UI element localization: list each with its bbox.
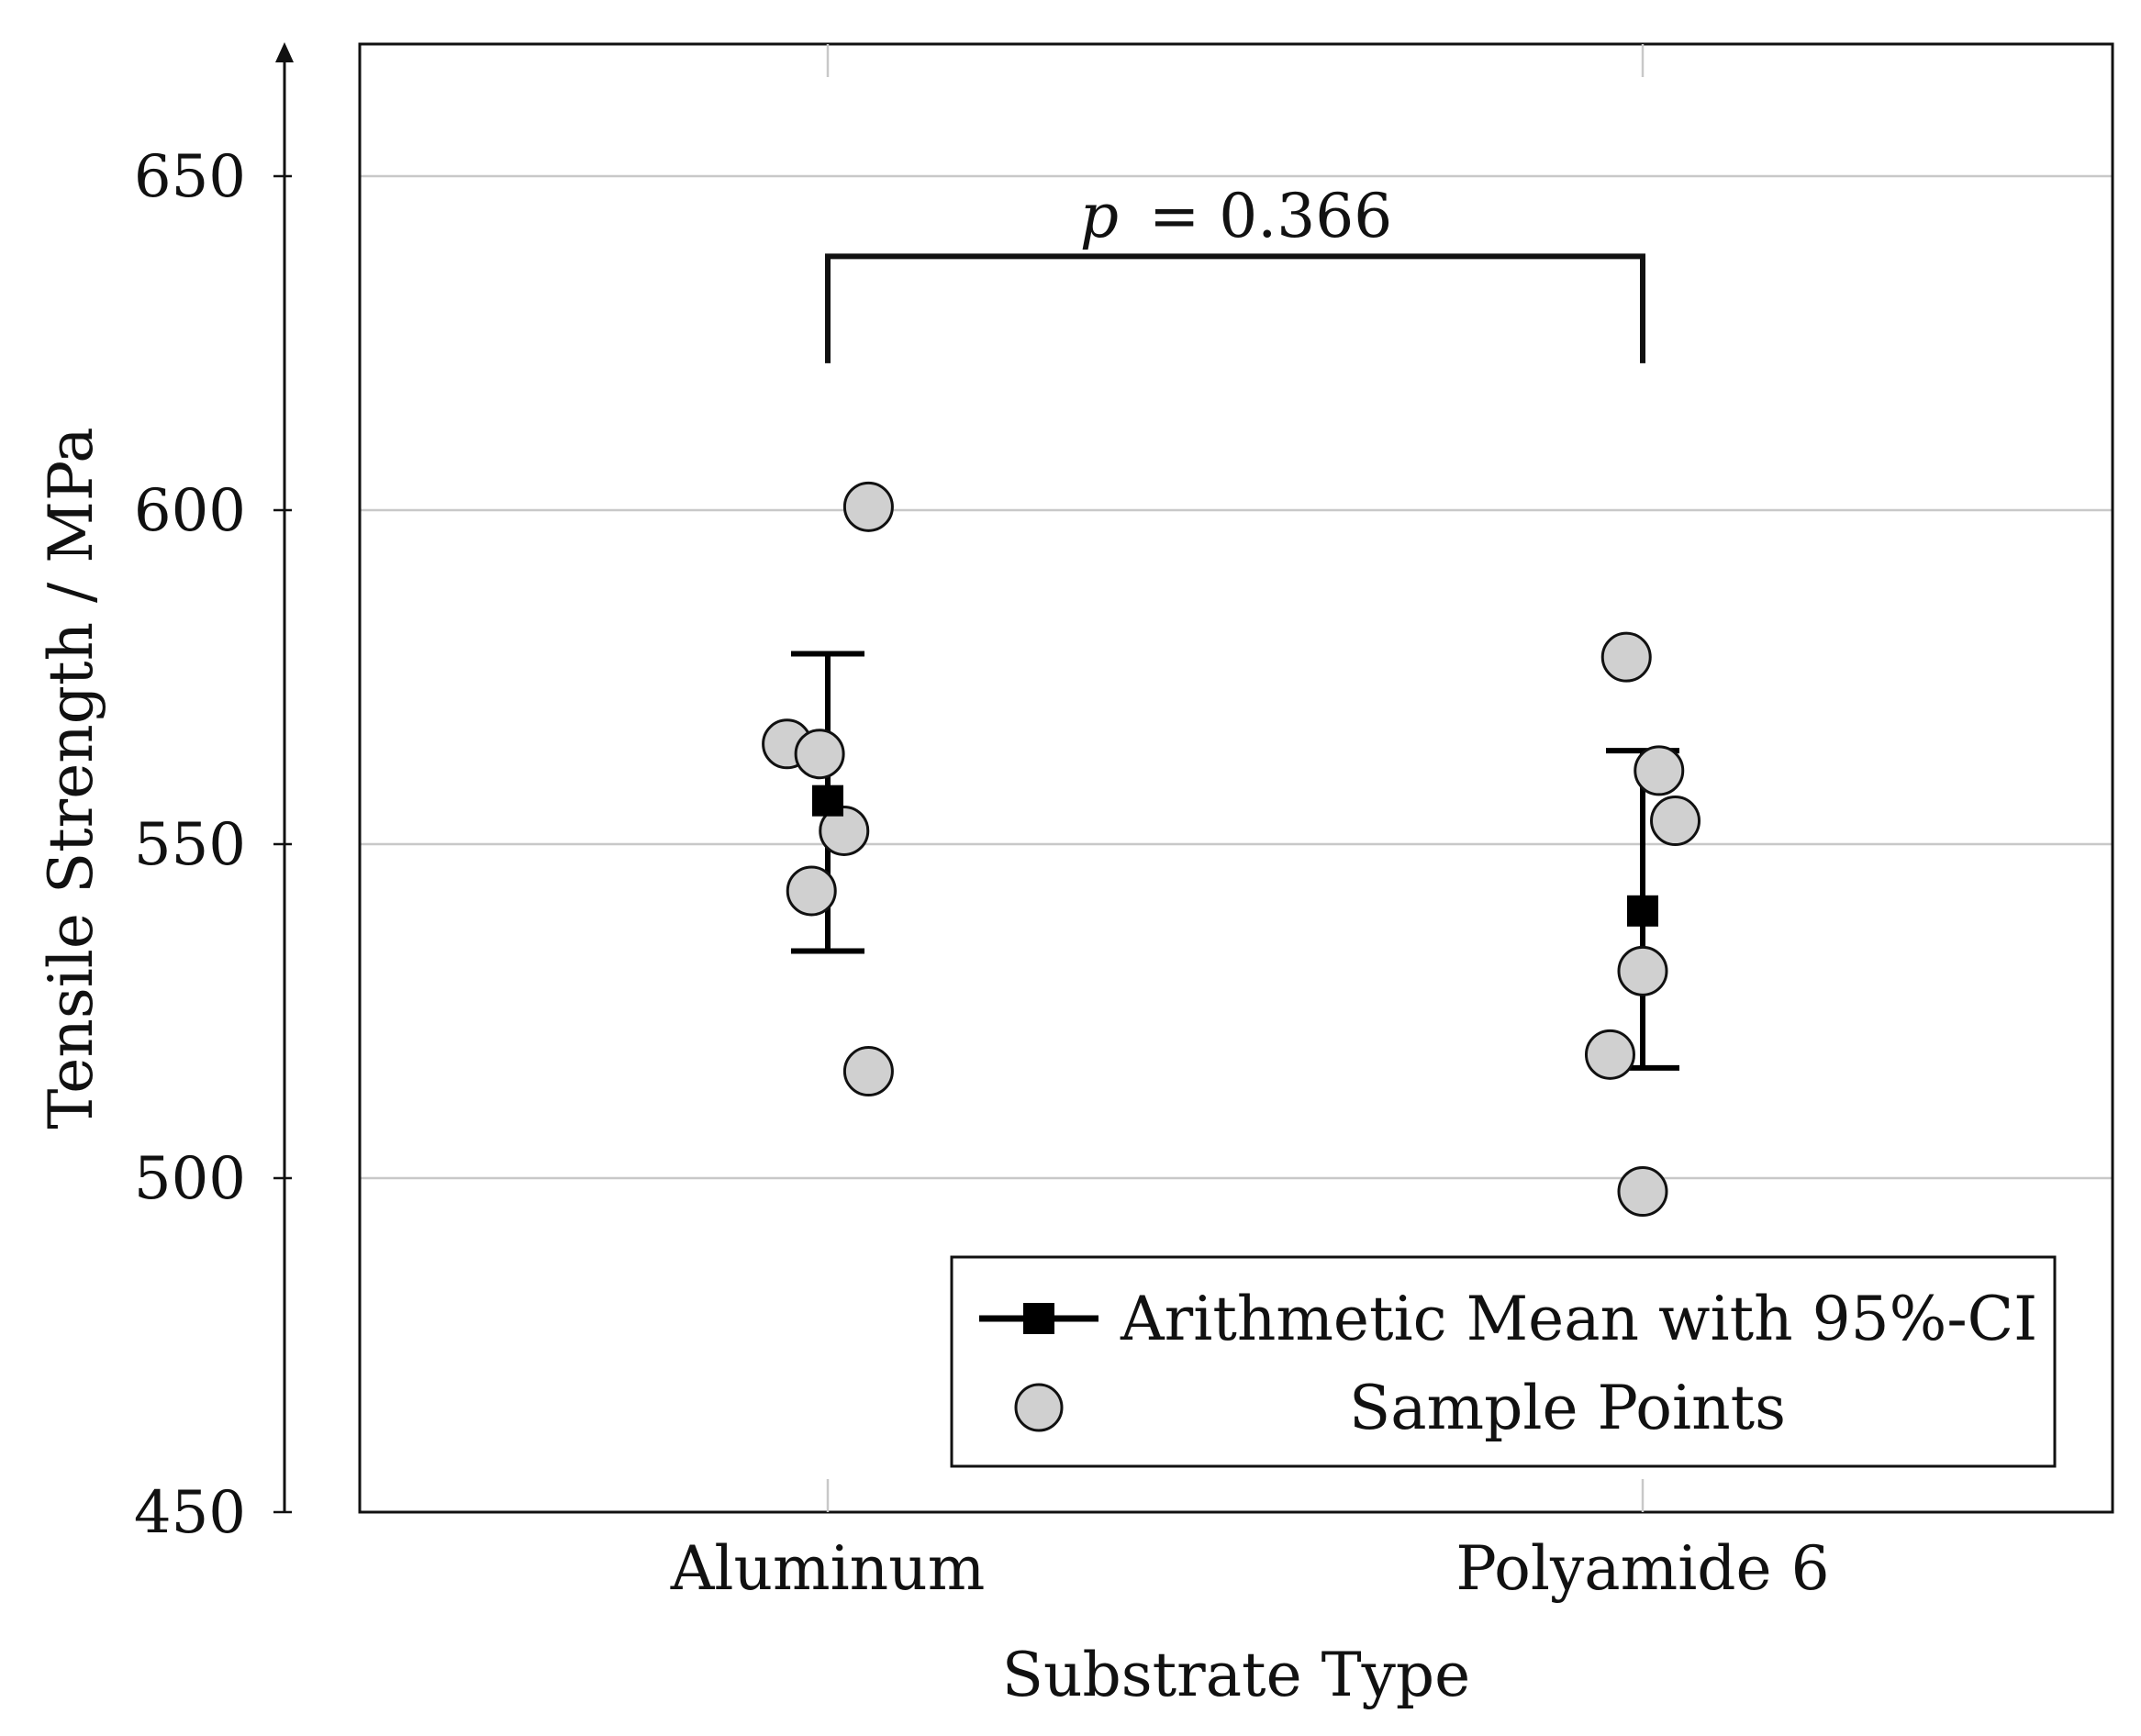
sample-point-aluminum-5 xyxy=(842,1046,894,1097)
mean-marker-polyamide-6 xyxy=(1627,895,1658,927)
legend-box xyxy=(950,1255,2057,1468)
svg-text:p = 0.366: p = 0.366 xyxy=(1080,181,1392,251)
legend-label-samples: Sample Points xyxy=(1349,1373,1786,1443)
x-axis: Aluminum Polyamide 6 xyxy=(670,44,1830,1604)
grid-lines xyxy=(360,174,2113,1180)
confidence-intervals xyxy=(791,651,1679,1071)
y-axis-arrowhead xyxy=(275,42,294,62)
sample-point-aluminum-4 xyxy=(842,481,894,532)
significance-bracket-line xyxy=(825,253,1645,363)
x-category-label-1: Polyamide 6 xyxy=(1455,1533,1829,1604)
x-category-label-0: Aluminum xyxy=(670,1533,986,1604)
sample-point-polyamide-6-6 xyxy=(1600,631,1652,683)
x-axis-title: Substrate Type xyxy=(1002,1640,1470,1710)
y-axis-title: Tensile Strength / MPa xyxy=(36,427,106,1129)
sample-point-polyamide-6-10 xyxy=(1584,1029,1635,1080)
legend: Arithmetic Mean with 95%-CI Sample Point… xyxy=(950,1255,2057,1468)
mean-marker-aluminum xyxy=(812,785,843,817)
sample-point-polyamide-6-8 xyxy=(1650,796,1701,847)
mean-markers xyxy=(812,785,1658,927)
y-axis: 450 500 550 600 650 xyxy=(134,42,294,1547)
plot-frame xyxy=(358,42,2114,1514)
y-tick-label-450: 450 xyxy=(134,1479,246,1547)
significance-bracket xyxy=(825,253,1645,363)
p-symbol: p xyxy=(1080,181,1119,251)
sample-point-aluminum-3 xyxy=(786,865,837,917)
y-tick-label-550: 550 xyxy=(134,811,246,879)
sample-point-aluminum-2 xyxy=(819,805,870,856)
sample-point-polyamide-6-9 xyxy=(1617,945,1668,996)
sample-points xyxy=(762,481,1701,1218)
sample-point-polyamide-6-11 xyxy=(1617,1166,1668,1218)
sample-point-aluminum-1 xyxy=(794,729,845,780)
y-tick-label-500: 500 xyxy=(134,1145,246,1213)
legend-mean-square xyxy=(1023,1303,1054,1334)
legend-label-mean: Arithmetic Mean with 95%-CI xyxy=(1120,1284,2037,1354)
legend-sample-circle xyxy=(1014,1383,1064,1432)
p-value-text: = 0.366 xyxy=(1149,181,1392,251)
y-tick-label-600: 600 xyxy=(134,477,246,545)
y-tick-label-650: 650 xyxy=(134,143,246,211)
p-value-annotation: p = 0.366 xyxy=(1080,181,1392,251)
sample-point-polyamide-6-7 xyxy=(1634,745,1685,796)
